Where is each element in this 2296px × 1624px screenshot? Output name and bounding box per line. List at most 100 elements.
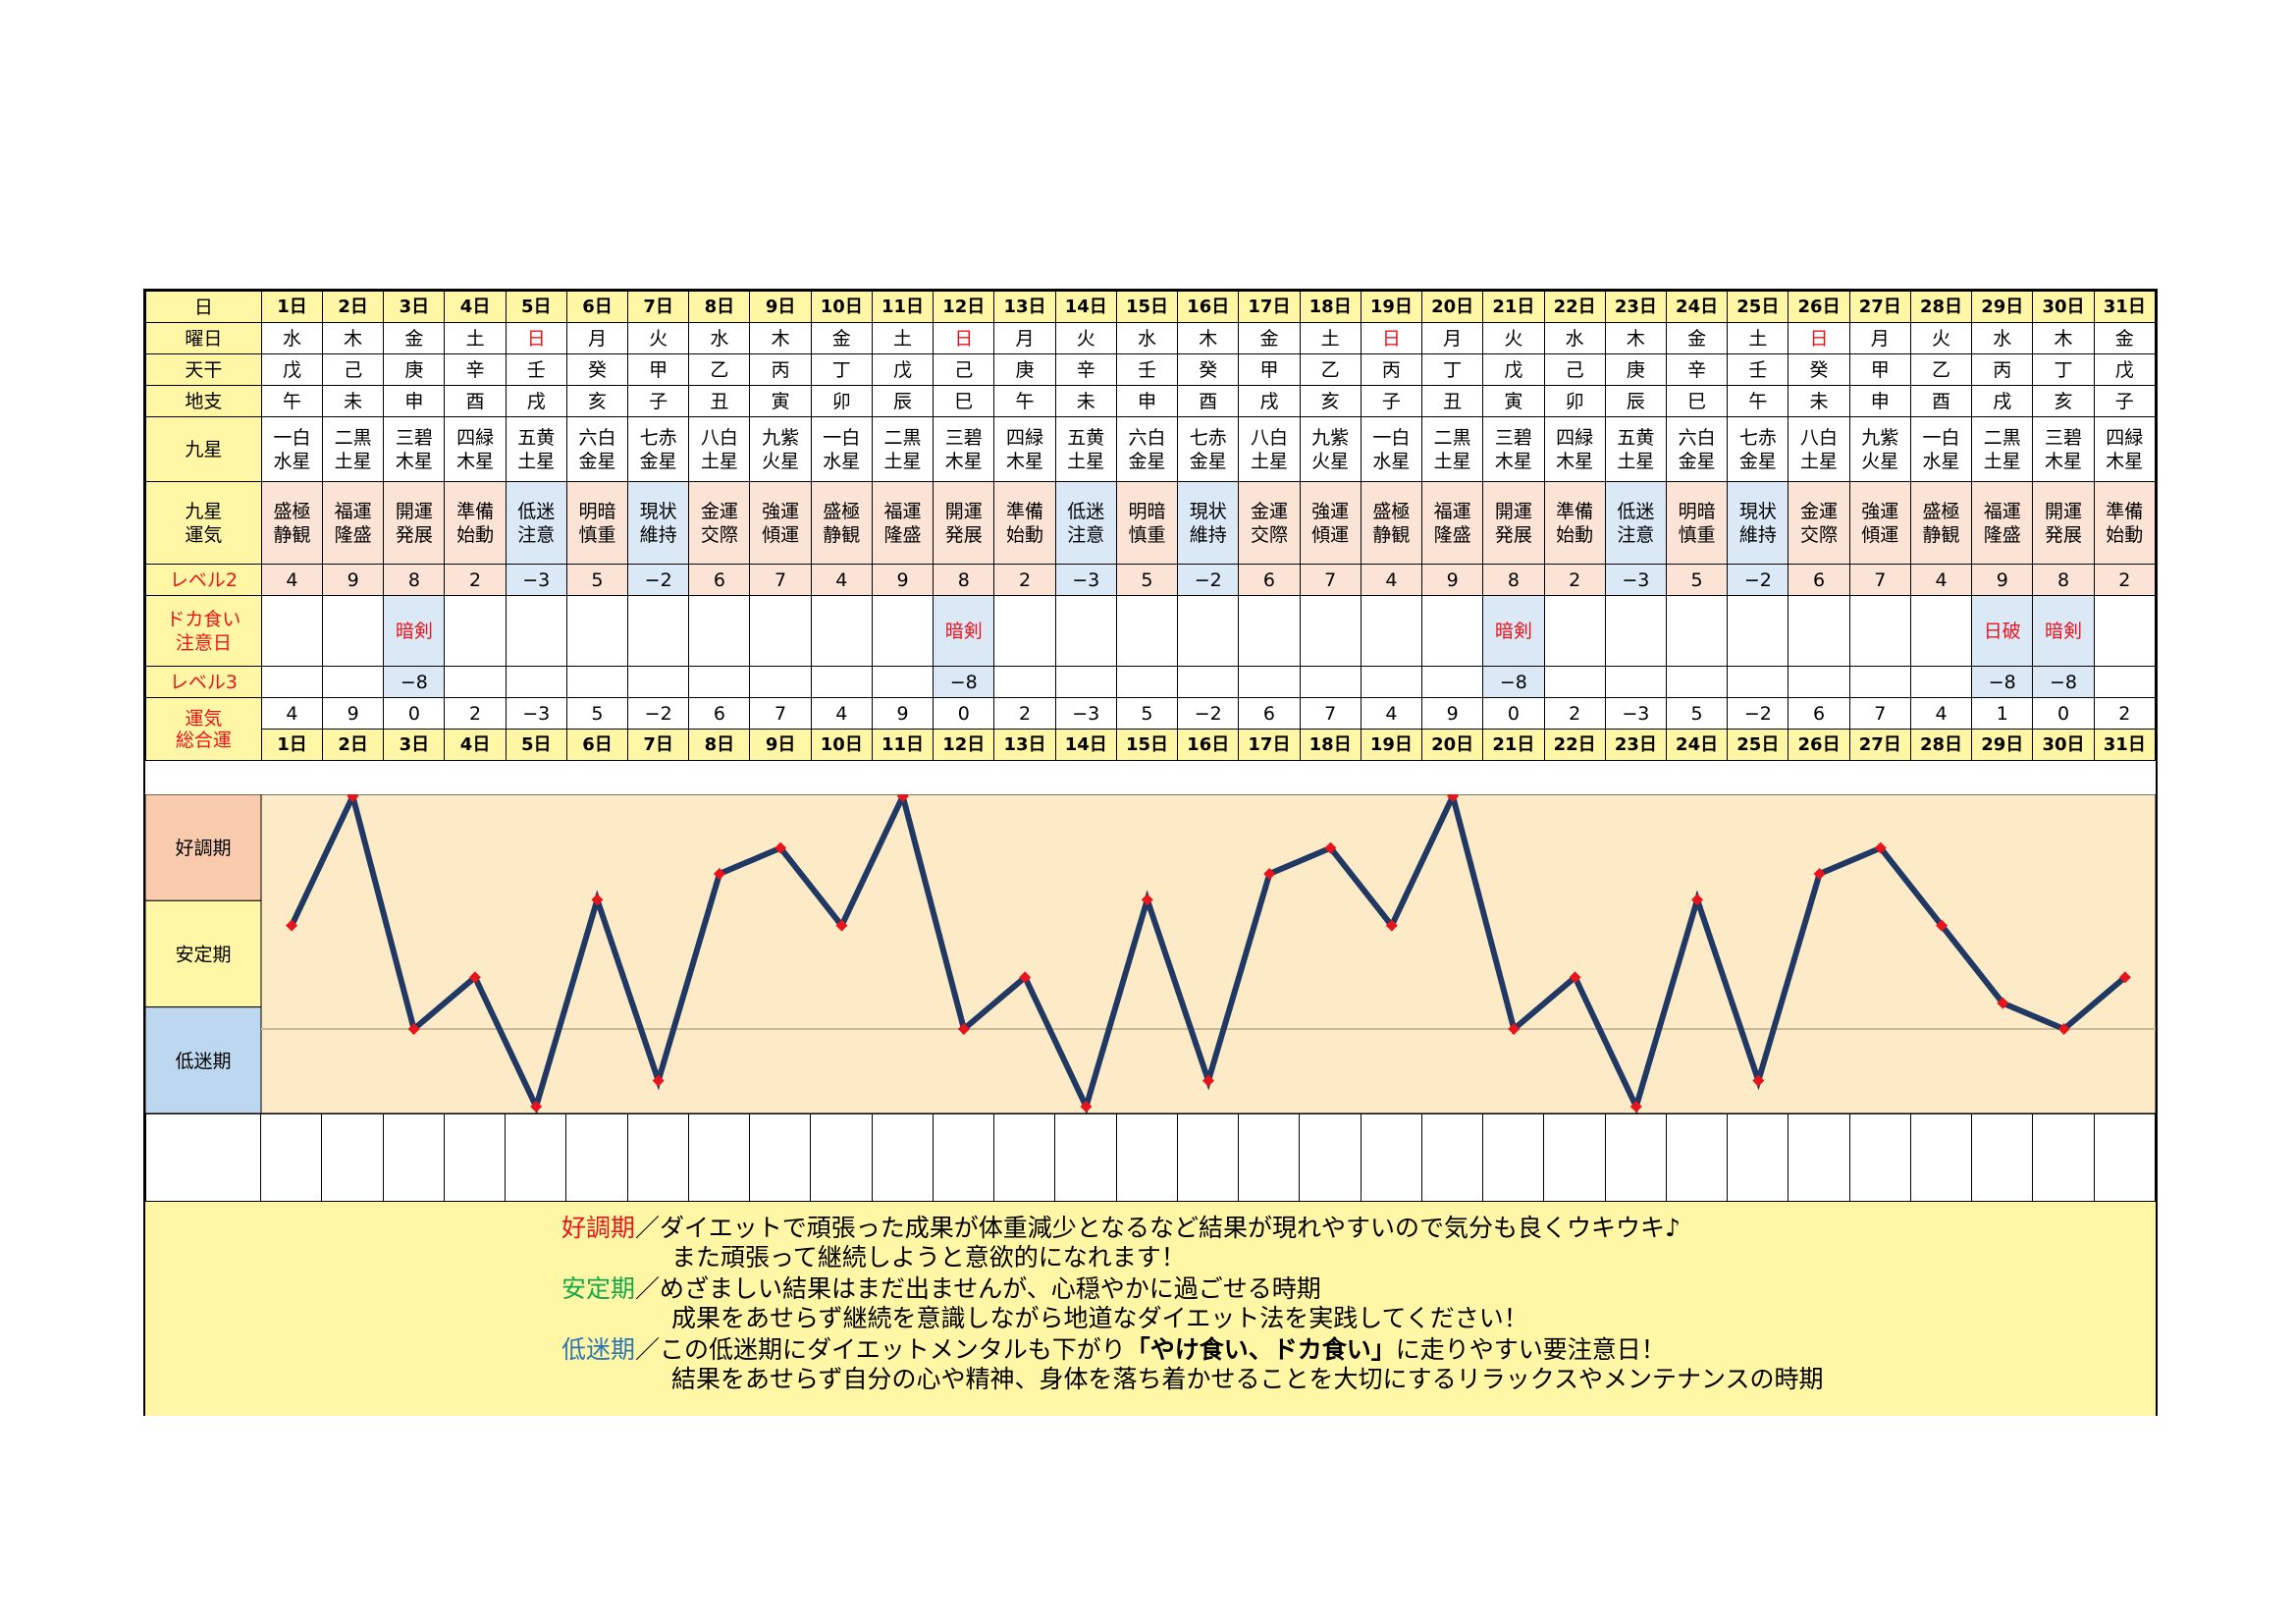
kan-cell: 乙	[688, 353, 751, 386]
memo-cell[interactable]	[1420, 1113, 1484, 1202]
kyusei-cell-line: 七赤	[1189, 426, 1227, 449]
day-cell: 24日	[1665, 291, 1729, 323]
memo-cell[interactable]	[1115, 1113, 1178, 1202]
level2-cell: 4	[260, 564, 324, 596]
total-cell: 9	[871, 697, 934, 730]
total-cell: 9	[1421, 697, 1484, 730]
level3-cell	[1909, 666, 1973, 698]
shi-cell: 戌	[1238, 385, 1301, 417]
memo-cell[interactable]	[1665, 1113, 1729, 1202]
shi-cell: 卯	[1543, 385, 1606, 417]
memo-cell[interactable]	[1909, 1113, 1973, 1202]
level2-cell: 6	[1788, 564, 1850, 596]
memo-cell[interactable]	[1604, 1113, 1667, 1202]
kan-cell: 癸	[565, 353, 629, 386]
doka-cell	[993, 595, 1056, 667]
doka-cell	[1665, 595, 1729, 667]
memo-cell[interactable]	[1360, 1113, 1422, 1202]
day-row-label: 日	[145, 291, 262, 323]
doka-cell	[260, 595, 324, 667]
unki-cell-line: 発展	[944, 523, 983, 546]
day-cell: 22日	[1543, 729, 1606, 761]
memo-cell[interactable]	[687, 1113, 751, 1202]
unki-cell-line: 傾運	[762, 523, 800, 546]
kyusei-cell-line: 五黄	[1617, 426, 1655, 449]
unki-cell-line: 静観	[273, 523, 311, 546]
shi-cell: 卯	[810, 385, 873, 417]
kan-cell: 丙	[749, 353, 812, 386]
doka-cell	[871, 595, 934, 667]
memo-cell[interactable]	[1848, 1113, 1911, 1202]
memo-cell[interactable]	[1788, 1113, 1850, 1202]
memo-cell[interactable]	[321, 1113, 384, 1202]
memo-cell[interactable]	[932, 1113, 995, 1202]
day-cell: 10日	[810, 291, 873, 323]
weekday-cell: 土	[871, 322, 934, 354]
unki-cell-line: 盛極	[1922, 500, 1960, 522]
level2-cell: 2	[444, 564, 507, 596]
level2-cell: 8	[1482, 564, 1545, 596]
unki-cell-line: 開運	[2044, 500, 2082, 522]
shi-cell: 亥	[565, 385, 629, 417]
fortune-calendar-sheet: 日 1日 2日 3日 4日 5日 6日 7日 8日 9日 10日 11日 12日 13日 14日 15日 16日…	[143, 289, 2158, 1416]
unki-cell-line: 始動	[1006, 523, 1044, 546]
legend-line-low: 低迷期／この低迷期にダイエットメンタルも下がり「やけ食い、ドカ食い」に走りやすい…	[561, 1335, 1666, 1365]
kyusei-cell-line: 木星	[456, 450, 495, 472]
unki-cell-line: 隆盛	[1983, 523, 2021, 546]
memo-cell[interactable]	[1482, 1113, 1545, 1202]
unki-cell-line: 低迷	[1617, 500, 1655, 522]
kan-cell: 己	[1543, 353, 1606, 386]
level3-cell	[993, 666, 1056, 698]
weekday-cell: 金	[2093, 322, 2157, 354]
total-cell: 5	[1665, 697, 1729, 730]
doka-cell	[1360, 595, 1423, 667]
total-cell: 7	[749, 697, 812, 730]
unki-cell: 準備 始動	[1543, 481, 1606, 565]
memo-cell[interactable]	[382, 1113, 445, 1202]
level2-cell: 8	[2032, 564, 2095, 596]
shi-cell: 戌	[1971, 385, 2034, 417]
memo-cell[interactable]	[443, 1113, 507, 1202]
kyusei-cell-line: 金星	[1678, 450, 1716, 472]
unki-cell: 明暗 慎重	[565, 481, 629, 565]
memo-cell[interactable]	[1299, 1113, 1362, 1202]
day-row-bottom: 1日 2日 3日 4日 5日 6日 7日 8日 9日 10日 11日 12日 13日 14日 15日 16日 1…	[146, 729, 2157, 761]
unki-cell: 開運 発展	[383, 481, 446, 565]
memo-cell[interactable]	[871, 1113, 934, 1202]
kan-cell: 乙	[1299, 353, 1362, 386]
day-cell: 18日	[1299, 729, 1362, 761]
memo-cell[interactable]	[626, 1113, 689, 1202]
memo-cell[interactable]	[565, 1113, 628, 1202]
memo-cell[interactable]	[993, 1113, 1056, 1202]
kyusei-cell-line: 金星	[1738, 450, 1777, 472]
shi-cell: 辰	[1604, 385, 1667, 417]
memo-cell[interactable]	[1238, 1113, 1301, 1202]
kyusei-cell: 一白 水星	[260, 416, 324, 482]
kyusei-cell-line: 八白	[1800, 426, 1839, 449]
doka-cell	[1727, 595, 1789, 667]
kyusei-cell: 六白 金星	[1665, 416, 1729, 482]
memo-cell[interactable]	[505, 1113, 567, 1202]
memo-cell[interactable]	[260, 1113, 323, 1202]
memo-cell[interactable]	[1727, 1113, 1789, 1202]
day-cell: 5日	[505, 729, 567, 761]
memo-cell[interactable]	[2093, 1113, 2157, 1202]
unki-cell-line: 慎重	[578, 523, 616, 546]
total-cell: 1	[1971, 697, 2034, 730]
kyusei-cell-line: 土星	[334, 450, 372, 472]
memo-cell[interactable]	[1543, 1113, 1606, 1202]
level3-cell	[1848, 666, 1911, 698]
kyusei-cell: 七赤 金星	[1727, 416, 1789, 482]
memo-cell[interactable]	[1054, 1113, 1117, 1202]
memo-cell[interactable]	[1176, 1113, 1240, 1202]
memo-cell[interactable]	[810, 1113, 873, 1202]
total-cell: 2	[1543, 697, 1606, 730]
kan-cell: 癸	[1177, 353, 1240, 386]
memo-cell[interactable]	[749, 1113, 812, 1202]
level2-cell: 4	[1360, 564, 1423, 596]
memo-cell[interactable]	[1971, 1113, 2034, 1202]
unki-cell-line: 維持	[1738, 523, 1777, 546]
memo-cell[interactable]	[2032, 1113, 2095, 1202]
doka-cell	[1421, 595, 1484, 667]
